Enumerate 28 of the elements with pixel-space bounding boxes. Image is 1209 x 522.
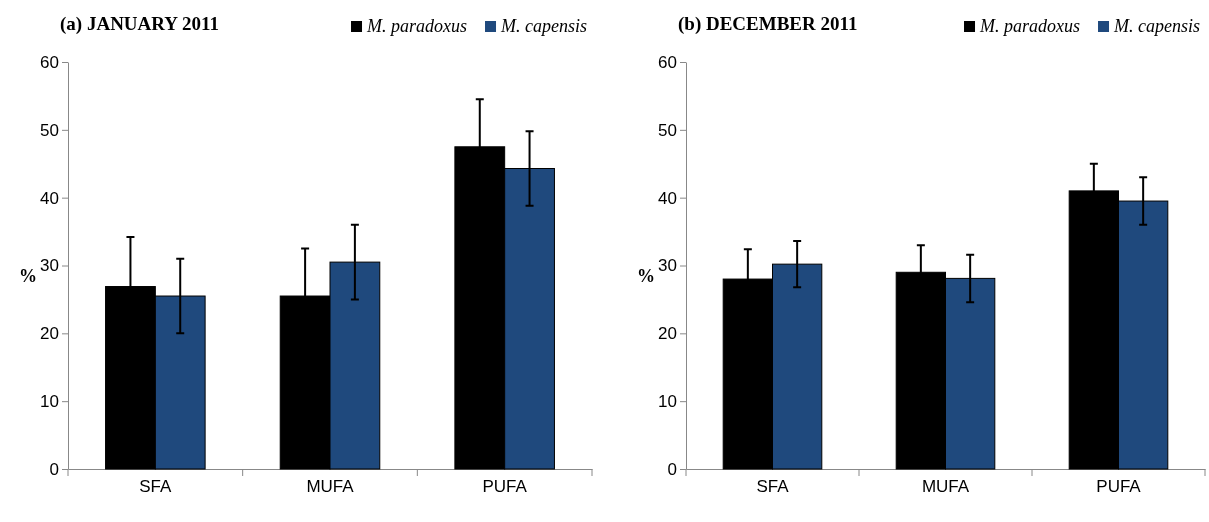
y-tick-label: 40 [40,188,59,208]
y-tick-label: 0 [667,459,677,479]
y-tick-label: 0 [49,459,59,479]
x-tick-label: PUFA [1096,477,1142,497]
y-tick-label: 30 [658,256,677,276]
y-tick-label: 30 [40,256,59,276]
y-tick-label: 50 [658,120,677,140]
x-tick-label: SFA [756,477,790,497]
y-tick-label: 60 [40,52,59,72]
y-tick-label: 50 [40,120,59,140]
legend-label: M. paradoxus [366,16,468,36]
chart-title: (b) DECEMBER 2011 [678,13,858,35]
x-tick-label: SFA [139,477,173,497]
y-tick-label: 20 [40,324,59,344]
y-axis-title: % [637,265,655,286]
legend-label: M. capensis [1113,16,1200,36]
x-tick-label: MUFA [921,477,970,497]
y-tick-label: 40 [658,188,677,208]
x-tick-label: MUFA [306,477,355,497]
y-axis-title: % [19,265,37,286]
y-tick-label: 10 [40,392,59,412]
x-tick-label: PUFA [482,477,528,497]
chart-title: (a) JANUARY 2011 [60,13,220,35]
y-tick-label: 10 [658,392,677,412]
legend-label: M. paradoxus [979,16,1081,36]
y-tick-label: 20 [658,324,677,344]
y-tick-label: 60 [658,52,677,72]
legend-label: M. capensis [500,16,587,36]
